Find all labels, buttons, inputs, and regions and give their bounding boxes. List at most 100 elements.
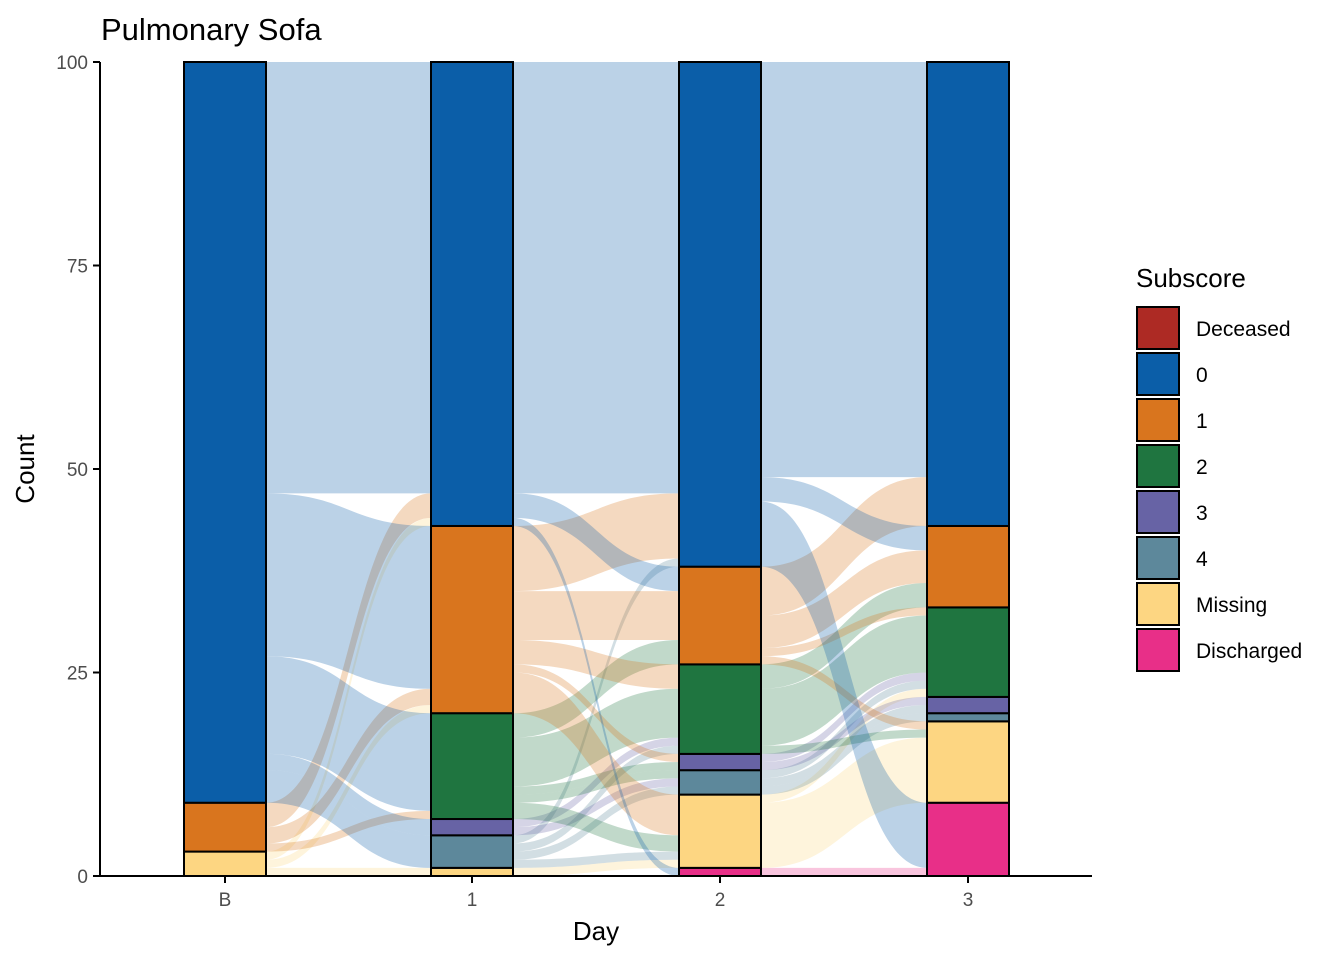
stratum-day-3-missing bbox=[926, 720, 1010, 804]
stratum-day-1-0 bbox=[430, 61, 514, 527]
flow-1-to-2-missing-to-missing bbox=[513, 859, 679, 876]
flow-2-to-3-2-to-2 bbox=[761, 615, 927, 746]
x-tick-label-b: B bbox=[219, 890, 232, 911]
flow-2-to-3-1-to-1 bbox=[761, 550, 927, 649]
flow-1-to-2-0-to-0 bbox=[513, 62, 679, 494]
flow-2-to-3-4-to-4 bbox=[761, 713, 927, 795]
flow-1-to-2-4-to-2 bbox=[513, 745, 679, 852]
y-tick-label-100: 100 bbox=[56, 53, 88, 74]
stratum-day-b-0 bbox=[183, 61, 267, 804]
legend: Subscore Deceased 0 1 2 3 4 Missing Discharged bbox=[1136, 263, 1302, 672]
stratum-day-3-4 bbox=[926, 712, 1010, 723]
flow-1-to-2-4-to-4 bbox=[513, 786, 679, 860]
stratum-day-2-missing bbox=[678, 793, 762, 869]
flow-2-to-3-4-to-3 bbox=[761, 705, 927, 787]
flow-2-to-3-3-to-3 bbox=[761, 696, 927, 771]
flow-1-to-2-4-to-0 bbox=[513, 558, 679, 844]
legend-label-discharged: Discharged bbox=[1196, 640, 1302, 663]
flow-2-to-3-missing-to-2 bbox=[761, 688, 927, 803]
stratum-day-1-2 bbox=[430, 712, 514, 821]
flow-b-to-1-0-to-3 bbox=[266, 753, 431, 836]
legend-label-deceased: Deceased bbox=[1196, 318, 1291, 341]
flow-1-to-2-1-to-1 bbox=[513, 591, 679, 640]
y-tick-label-50: 50 bbox=[67, 460, 88, 481]
x-axis-title: Day bbox=[573, 916, 619, 946]
legend-swatch-1 bbox=[1136, 398, 1180, 442]
flow-2-to-3-1-to-2 bbox=[761, 607, 927, 657]
flow-b-to-1-1-to-1 bbox=[266, 688, 431, 844]
flow-1-to-2-1-to-3 bbox=[513, 664, 679, 763]
stratum-day-1-missing bbox=[430, 866, 514, 877]
flow-1-to-2-2-to-4 bbox=[513, 770, 679, 803]
flow-1-to-2-2-to-3 bbox=[513, 762, 679, 795]
stratum-day-3-1 bbox=[926, 524, 1010, 609]
flow-1-to-2-1-to-missing bbox=[513, 672, 679, 836]
stratum-day-2-discharged bbox=[678, 866, 762, 877]
legend-label-missing: Missing bbox=[1196, 594, 1267, 617]
legend-label-0: 0 bbox=[1196, 364, 1208, 387]
flow-1-to-2-3-to-2 bbox=[513, 737, 679, 828]
flow-2-to-3-2-to-1 bbox=[761, 582, 927, 689]
stratum-day-3-2 bbox=[926, 606, 1010, 698]
flow-b-to-1-1-to-2 bbox=[266, 810, 431, 852]
flow-b-to-1-0-to-0 bbox=[266, 62, 431, 494]
flow-1-to-2-3-to-4 bbox=[513, 778, 679, 836]
flow-b-to-1-0-to-4 bbox=[266, 770, 431, 868]
legend-swatch-2 bbox=[1136, 444, 1180, 488]
legend-swatch-missing bbox=[1136, 582, 1180, 626]
flow-1-to-2-1-to-0 bbox=[513, 493, 679, 592]
flow-2-to-3-0-to-discharged bbox=[761, 501, 927, 868]
flow-2-to-3-0-to-0 bbox=[761, 62, 927, 478]
flow-2-to-3-4-to-2 bbox=[761, 680, 927, 779]
flow-1-to-2-4-to-missing bbox=[513, 851, 679, 868]
y-axis-ticks: 0 25 50 75 100 bbox=[56, 53, 100, 888]
stratum-day-b-1 bbox=[183, 801, 267, 853]
x-axis-ticks: B 1 2 3 bbox=[219, 876, 973, 911]
y-tick-label-0: 0 bbox=[77, 867, 88, 888]
flow-1-to-2-0-to-discharged bbox=[513, 517, 679, 876]
legend-label-4: 4 bbox=[1196, 548, 1208, 571]
x-tick-label-1: 1 bbox=[467, 890, 478, 911]
legend-swatch-0 bbox=[1136, 352, 1180, 396]
x-tick-label-2: 2 bbox=[715, 890, 726, 911]
flow-2-to-3-2-to-missing bbox=[761, 729, 927, 754]
stratum-day-1-1 bbox=[430, 524, 514, 715]
stratum-day-3-discharged bbox=[926, 801, 1010, 877]
flow-1-to-2-0-to-1 bbox=[513, 493, 679, 592]
flow-b-to-1-missing-to-missing bbox=[266, 867, 431, 876]
flow-2-to-3-missing-to-missing bbox=[761, 737, 927, 868]
flow-b-to-1-missing-to-0 bbox=[266, 517, 431, 860]
flow-1-to-2-2-to-1 bbox=[513, 639, 679, 738]
stratum-day-b-missing bbox=[183, 850, 267, 878]
stratum-day-1-3 bbox=[430, 818, 514, 837]
legend-label-2: 2 bbox=[1196, 456, 1208, 479]
legend-swatch-4 bbox=[1136, 536, 1180, 580]
legend-label-3: 3 bbox=[1196, 502, 1208, 525]
flow-b-to-1-missing-to-1 bbox=[266, 705, 431, 868]
stratum-day-2-1 bbox=[678, 565, 762, 666]
flow-2-to-3-1-to-missing bbox=[761, 656, 927, 730]
stratum-day-2-2 bbox=[678, 663, 762, 755]
flow-1-to-2-1-to-2 bbox=[513, 639, 679, 689]
flow-1-to-2-2-to-missing bbox=[513, 802, 679, 852]
chart-title: Pulmonary Sofa bbox=[101, 12, 322, 47]
stratum-day-2-4 bbox=[678, 769, 762, 796]
flow-2-to-3-3-to-2 bbox=[761, 672, 927, 763]
legend-label-1: 1 bbox=[1196, 410, 1208, 433]
y-tick-label-25: 25 bbox=[67, 664, 88, 685]
flow-b-to-1-1-to-0 bbox=[266, 493, 431, 828]
y-axis-title: Count bbox=[10, 434, 40, 504]
stratum-day-1-4 bbox=[430, 834, 514, 869]
flow-2-to-3-discharged-to-discharged bbox=[761, 867, 927, 876]
flow-1-to-2-2-to-2 bbox=[513, 688, 679, 787]
legend-swatch-discharged bbox=[1136, 628, 1180, 672]
flow-2-to-3-0-to-1 bbox=[761, 477, 927, 551]
flow-2-to-3-1-to-0 bbox=[761, 477, 927, 616]
y-tick-label-75: 75 bbox=[67, 257, 88, 278]
stratum-day-2-0 bbox=[678, 61, 762, 568]
strata-bars bbox=[183, 61, 1010, 878]
legend-title: Subscore bbox=[1136, 263, 1246, 293]
legend-swatch-deceased bbox=[1136, 306, 1180, 350]
flow-b-to-1-0-to-1 bbox=[266, 493, 431, 689]
